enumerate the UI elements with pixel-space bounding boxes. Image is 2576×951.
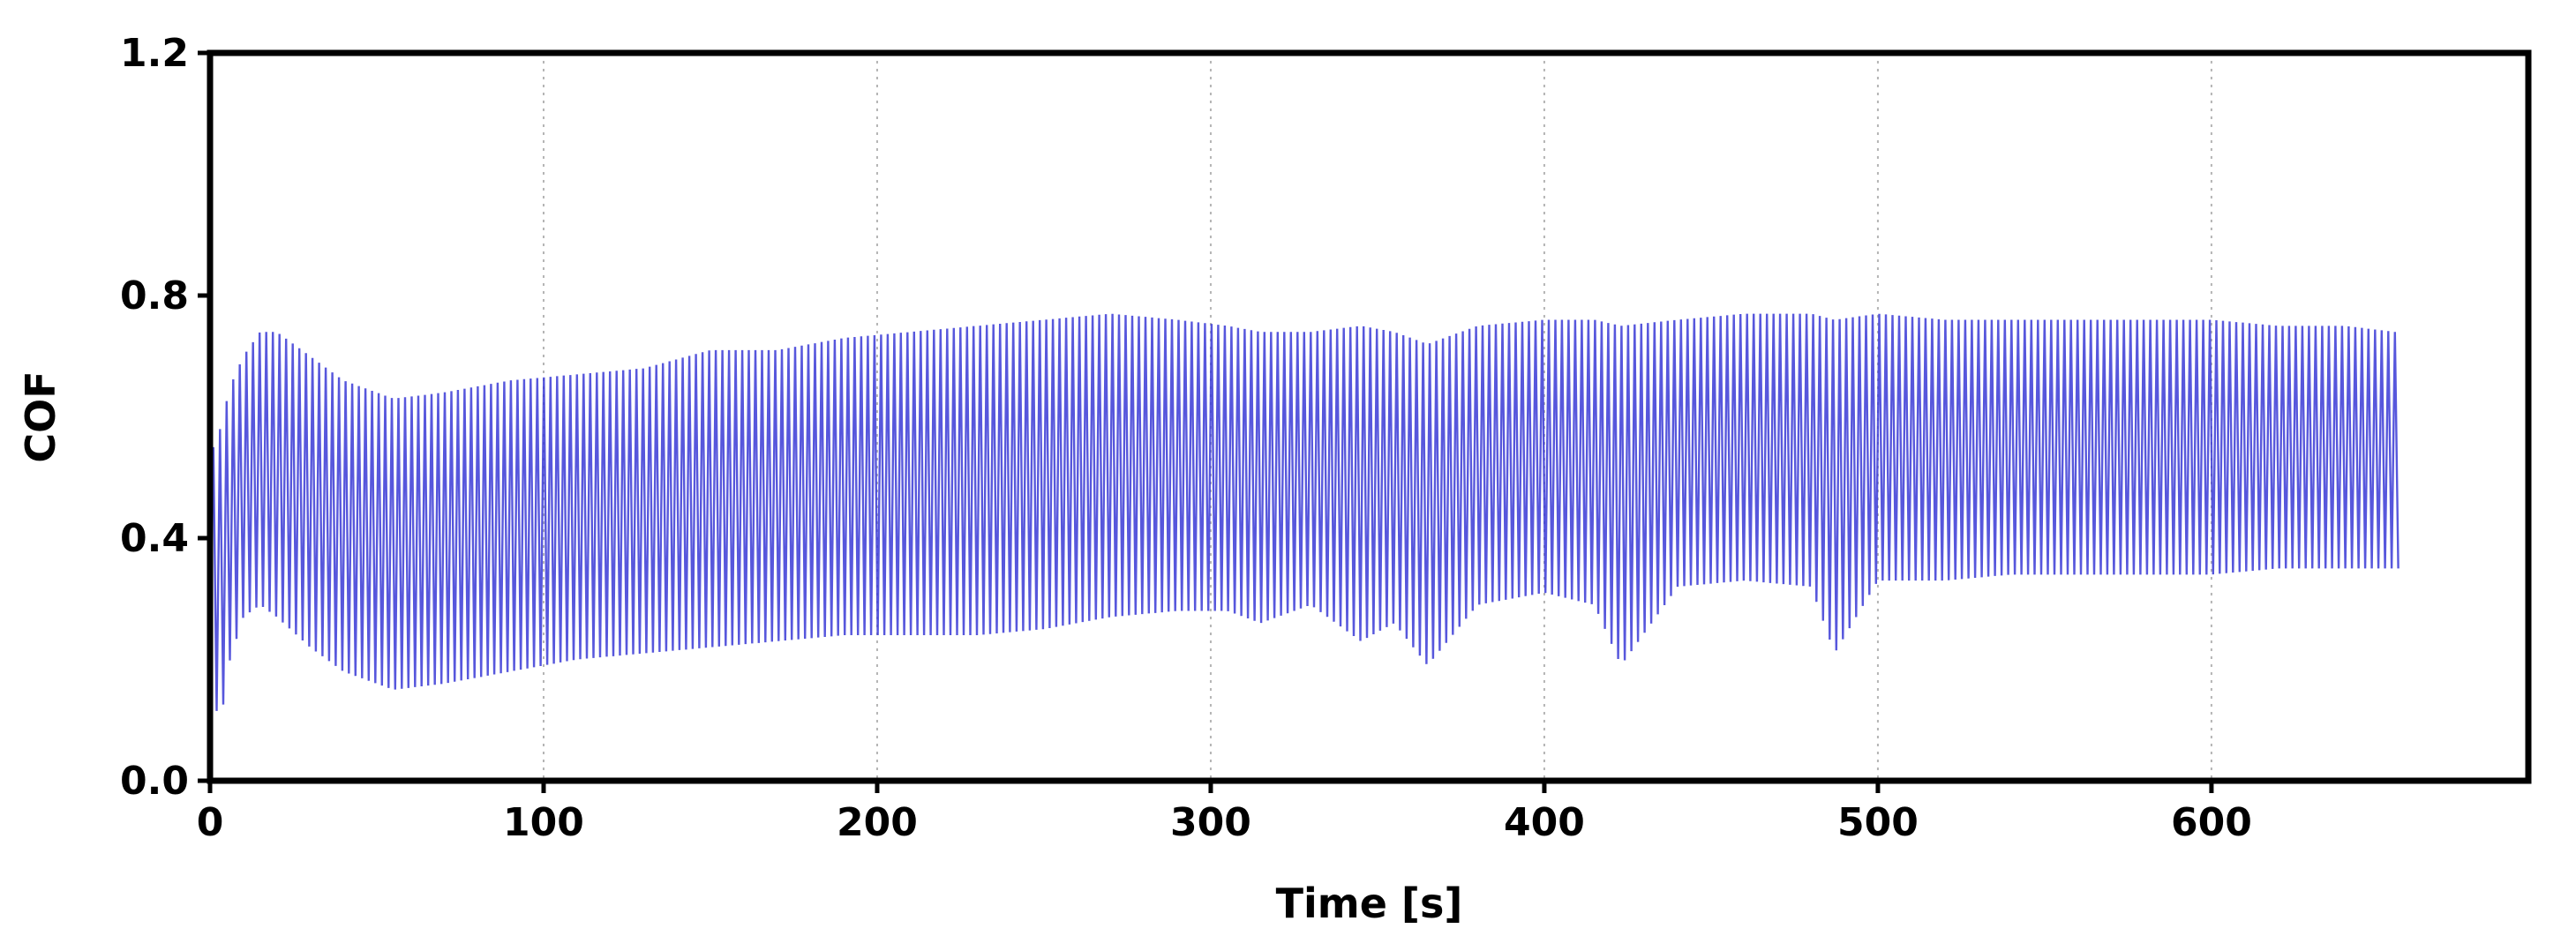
y-tick-label: 1.2 [120, 31, 189, 76]
y-axis-title: COF [17, 371, 64, 462]
y-tick-label: 0.8 [120, 273, 189, 318]
y-tick-label: 0.0 [120, 759, 189, 804]
x-tick-label: 100 [503, 800, 584, 845]
series-cof [212, 313, 2400, 711]
x-tick-label: 0 [197, 800, 224, 845]
x-tick-label: 300 [1170, 800, 1251, 845]
x-tick-label: 400 [1504, 800, 1585, 845]
series-line [212, 313, 2400, 711]
x-axis-title: Time [s] [1276, 880, 1463, 927]
y-tick-label: 0.4 [120, 516, 189, 561]
axis-ticks: 0 100 200 300 400 500 600 0.0 0.4 0.8 1.2 [120, 31, 2252, 845]
x-tick-label: 200 [837, 800, 918, 845]
x-tick-label: 500 [1837, 800, 1919, 845]
grid-lines [542, 53, 2212, 781]
plot-area-frame [207, 49, 2532, 784]
x-tick-label: 600 [2171, 800, 2252, 845]
